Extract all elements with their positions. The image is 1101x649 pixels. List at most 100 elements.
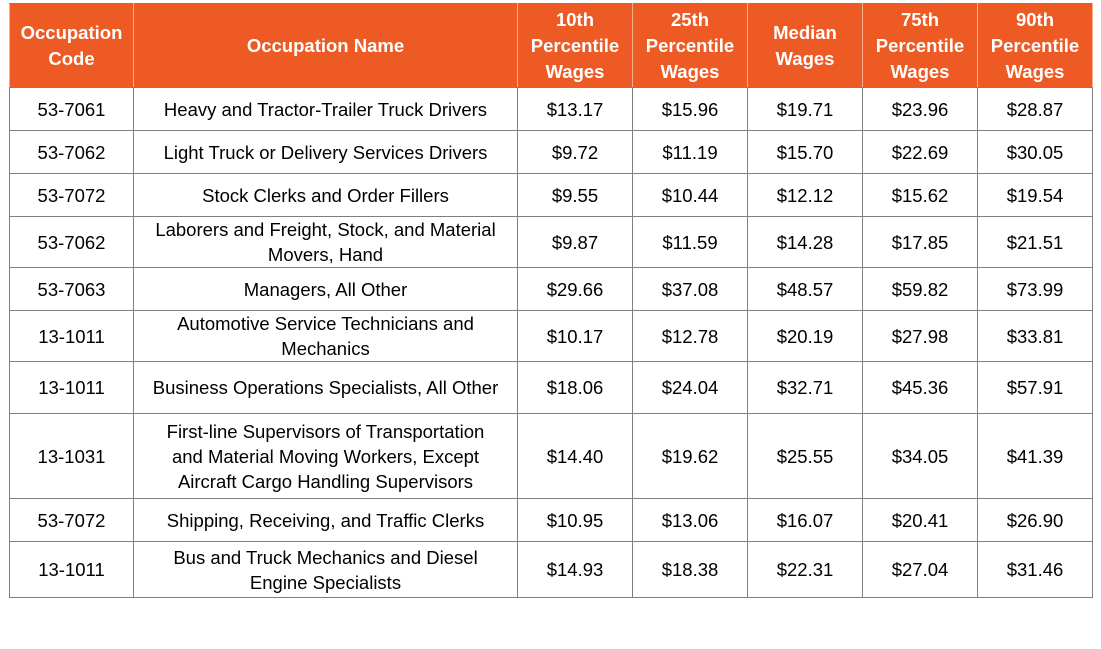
occupation-name-line: Light Truck or Delivery Services Drivers [163, 141, 488, 163]
wage-cell-p10: $29.66 [517, 267, 633, 311]
wage-cell-p10: $9.87 [517, 216, 633, 268]
occupation-name-cell: Bus and Truck Mechanics and Diesel Engine… [133, 541, 518, 598]
wage-cell-median: $22.31 [747, 541, 863, 598]
wage-cell-median: $14.28 [747, 216, 863, 268]
wage-cell-p90: $19.54 [977, 173, 1093, 217]
occupation-name-cell: Heavy and Tractor-Trailer Truck Drivers [133, 87, 518, 131]
header-row: Occupation Code Occupation Name 10th Percent… [9, 3, 1093, 88]
wage-cell-p25: $12.78 [632, 310, 748, 362]
wage-cell-p75: $20.41 [862, 498, 978, 542]
wage-cell-p25: $13.06 [632, 498, 748, 542]
occupation-name-line: Automotive Service Technicians and [177, 313, 474, 334]
column-header-line: 25th [670, 8, 710, 30]
occupation-name-cell: Automotive Service Technicians and Mechan… [133, 310, 518, 362]
column-header-name: Occupation Name [133, 3, 518, 88]
wage-cell-p75: $27.98 [862, 310, 978, 362]
column-header-line: Wages [890, 60, 950, 82]
wage-cell-p90: $57.91 [977, 361, 1093, 414]
wage-cell-p75: $15.62 [862, 173, 978, 217]
column-header-p25: 25th Percentile Wages [632, 3, 748, 88]
wage-cell-p90: $41.39 [977, 413, 1093, 499]
wage-cell-median: $48.57 [747, 267, 863, 311]
wage-cell-p75: $23.96 [862, 87, 978, 131]
column-header-line: Percentile [530, 34, 620, 56]
column-header-line: Percentile [990, 34, 1080, 56]
wage-cell-p75: $22.69 [862, 130, 978, 174]
column-header-line: Wages [775, 47, 835, 69]
wage-cell-p90: $26.90 [977, 498, 1093, 542]
occupation-name-line: Heavy and Tractor-Trailer Truck Drivers [163, 98, 488, 120]
column-header-line: 10th [555, 8, 595, 30]
occupation-name-line: and Material Moving Workers, Except [171, 445, 480, 467]
table-row: 13-1011 Automotive Service Technicians an… [9, 310, 1093, 362]
wage-cell-median: $15.70 [747, 130, 863, 174]
occupation-name-line: First-line Supervisors of Transportation [166, 420, 485, 442]
column-header-p75: 75th Percentile Wages [862, 3, 978, 88]
table-row: 53-7072 Stock Clerks and Order Fillers $9.… [9, 173, 1093, 217]
wage-cell-p25: $37.08 [632, 267, 748, 311]
wage-cell-p75: $59.82 [862, 267, 978, 311]
occupation-code-cell: 13-1031 [9, 413, 134, 499]
column-header-line: Percentile [645, 34, 735, 56]
table-row: 13-1011 Business Operations Specialists, … [9, 361, 1093, 414]
wage-cell-p25: $10.44 [632, 173, 748, 217]
wage-cell-p75: $27.04 [862, 541, 978, 598]
occupation-name-line: Managers, All Other [243, 278, 408, 300]
occupation-code-cell: 53-7062 [9, 130, 134, 174]
occupation-name-line: Mechanics [281, 338, 370, 359]
occupation-name-cell: Managers, All Other [133, 267, 518, 311]
wage-cell-median: $25.55 [747, 413, 863, 499]
wage-cell-p75: $17.85 [862, 216, 978, 268]
column-header-p10: 10th Percentile Wages [517, 3, 633, 88]
occupation-name-line: Engine Specialists [249, 571, 402, 593]
wage-cell-median: $19.71 [747, 87, 863, 131]
wage-cell-p10: $18.06 [517, 361, 633, 414]
occupation-name-line: Business Operations Specialists, All Oth… [152, 377, 499, 398]
wage-cell-p25: $11.19 [632, 130, 748, 174]
occupation-code-cell: 53-7072 [9, 173, 134, 217]
occupation-code-cell: 53-7062 [9, 216, 134, 268]
wage-cell-p25: $24.04 [632, 361, 748, 414]
wage-cell-p25: $11.59 [632, 216, 748, 268]
column-header-line: Occupation Name [246, 34, 405, 56]
wage-cell-p10: $14.93 [517, 541, 633, 598]
wage-cell-median: $20.19 [747, 310, 863, 362]
wage-cell-p10: $13.17 [517, 87, 633, 131]
occupation-code-cell: 53-7061 [9, 87, 134, 131]
column-header-line: Wages [1005, 60, 1065, 82]
wage-cell-p10: $10.17 [517, 310, 633, 362]
column-header-line: 75th [900, 8, 940, 30]
column-header-line: Occupation [20, 21, 123, 43]
column-header-line: Median [773, 21, 837, 43]
wage-cell-p10: $14.40 [517, 413, 633, 499]
wage-cell-p25: $15.96 [632, 87, 748, 131]
occupation-name-line: Movers, Hand [267, 244, 384, 265]
wage-cell-p10: $9.55 [517, 173, 633, 217]
wage-cell-median: $32.71 [747, 361, 863, 414]
occupation-name-cell: First-line Supervisors of Transportation… [133, 413, 518, 499]
occupation-code-cell: 53-7072 [9, 498, 134, 542]
wage-cell-p90: $31.46 [977, 541, 1093, 598]
occupation-name-cell: Business Operations Specialists, All Oth… [133, 361, 518, 414]
column-header-line: Wages [545, 60, 605, 82]
wage-cell-p25: $19.62 [632, 413, 748, 499]
occupation-name-cell: Light Truck or Delivery Services Drivers [133, 130, 518, 174]
wage-cell-p90: $33.81 [977, 310, 1093, 362]
occupation-name-cell: Stock Clerks and Order Fillers [133, 173, 518, 217]
wage-cell-p90: $73.99 [977, 267, 1093, 311]
wage-cell-p90: $30.05 [977, 130, 1093, 174]
column-header-line: Wages [660, 60, 720, 82]
occupation-name-line: Bus and Truck Mechanics and Diesel [173, 546, 478, 568]
column-header-code: Occupation Code [9, 3, 134, 88]
wage-cell-p75: $34.05 [862, 413, 978, 499]
table-row: 13-1031 First-line Supervisors of Transpo… [9, 413, 1093, 499]
wage-cell-p90: $28.87 [977, 87, 1093, 131]
occupation-code-cell: 53-7063 [9, 267, 134, 311]
wage-cell-p75: $45.36 [862, 361, 978, 414]
table-row: 53-7072 Shipping, Receiving, and Traffic … [9, 498, 1093, 542]
column-header-line: Code [48, 47, 95, 69]
occupation-code-cell: 13-1011 [9, 310, 134, 362]
wage-table: Occupation Code Occupation Name 10th Percent… [9, 3, 1093, 598]
table-body: 53-7061 Heavy and Tractor-Trailer Truck D… [9, 87, 1093, 598]
occupation-name-cell: Shipping, Receiving, and Traffic Clerks [133, 498, 518, 542]
